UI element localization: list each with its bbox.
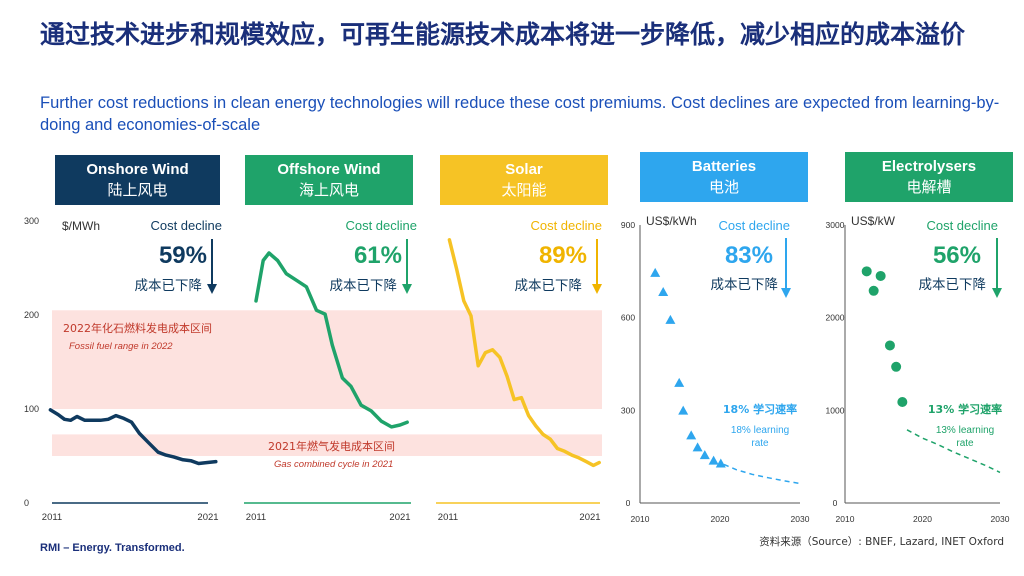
band-gas: [52, 434, 602, 456]
data-point-batteries: [699, 450, 710, 460]
cost-decline-pct-onshore: 59%: [159, 242, 207, 269]
y-tick-label: 2000: [826, 313, 845, 323]
decline-arrow-head-electrolysers: [992, 288, 1002, 298]
header-solar-en: Solar: [505, 161, 543, 178]
y-tick-label: 0: [24, 498, 29, 508]
footer-source: 资料来源（Source）: BNEF, Lazard, INET Oxford: [759, 536, 1004, 548]
header-onshore-zh: 陆上风电: [107, 181, 168, 199]
learning-rate-zh-batteries: 18% 学习速率: [723, 402, 797, 416]
x-tick-label: 2030: [991, 514, 1010, 524]
x-tick-label: 2011: [42, 512, 62, 523]
footer-brand: RMI – Energy. Transformed.: [40, 542, 185, 554]
data-point-batteries: [674, 377, 685, 387]
page-subtitle: Further cost reductions in clean energy …: [40, 94, 1000, 134]
data-point-batteries: [678, 405, 689, 415]
y-tick-label: 1000: [826, 405, 845, 415]
header-offshore-wind: Offshore Wind 海上风电: [245, 155, 413, 205]
band-gas-label-zh: 2021年燃气发电成本区间: [268, 439, 395, 453]
data-point-electrolysers: [891, 361, 902, 372]
data-point-electrolysers: [875, 270, 886, 281]
learning-rate-en-batteries: 18% learning: [731, 425, 789, 436]
cost-decline-label-onshore: Cost decline: [150, 218, 222, 233]
band-fossil-label-zh: 2022年化石燃料发电成本区间: [63, 321, 212, 335]
cost-decline-pct-offshore: 61%: [354, 242, 402, 269]
y-tick-label: 900: [621, 220, 635, 230]
header-onshore-en: Onshore Wind: [86, 161, 189, 178]
cost-decline-pct-solar: 89%: [539, 242, 587, 269]
cost-decline-zh-onshore: 成本已下降: [135, 278, 203, 294]
x-tick-label: 2030: [791, 514, 810, 524]
x-tick-label: 2011: [246, 512, 266, 523]
y-tick-label: 200: [24, 310, 39, 320]
data-point-batteries: [715, 458, 726, 468]
cost-decline-zh-offshore: 成本已下降: [330, 278, 398, 294]
header-solar: Solar 太阳能: [440, 155, 608, 205]
header-electrolysers-en: Electrolysers: [881, 158, 977, 175]
header-solar-zh: 太阳能: [501, 181, 547, 199]
cost-decline-label-batteries: Cost decline: [718, 218, 790, 233]
decline-arrow-head-solar: [592, 284, 602, 294]
header-batteries-en: Batteries: [691, 158, 757, 175]
learning-rate-en2-batteries: rate: [751, 438, 769, 449]
series-line-solar: [447, 238, 601, 468]
y-tick-label: 300: [24, 216, 39, 226]
data-point-batteries: [708, 455, 719, 465]
cost-decline-label-electrolysers: Cost decline: [926, 218, 998, 233]
header-electrolysers: Electrolysers 电解槽: [845, 152, 1013, 202]
page-title: 通过技术进步和规模效应，可再生能源技术成本将进一步降低，减少相应的成本溢价: [40, 20, 966, 49]
forecast-line-batteries: [723, 463, 801, 485]
forecast-line-electrolysers: [906, 429, 1001, 474]
cost-decline-zh-batteries: 成本已下降: [711, 277, 779, 293]
cost-decline-pct-electrolysers: 56%: [933, 242, 981, 269]
y-tick-label: 300: [621, 405, 635, 415]
data-point-electrolysers: [861, 266, 872, 277]
data-point-electrolysers: [884, 340, 895, 351]
band-gas-label-en: Gas combined cycle in 2021: [274, 459, 393, 470]
x-tick-label: 2011: [438, 512, 458, 523]
decline-arrow-head-offshore: [402, 284, 412, 294]
header-electrolysers-zh: 电解槽: [906, 178, 952, 196]
data-point-batteries: [692, 442, 703, 452]
x-tick-label: 2020: [711, 514, 730, 524]
unit-label-onshore: $/MWh: [62, 219, 100, 233]
header-offshore-zh: 海上风电: [298, 181, 359, 199]
y-tick-label: 600: [621, 313, 635, 323]
decline-arrow-head-onshore: [207, 284, 217, 294]
y-tick-label: 0: [833, 498, 838, 508]
x-tick-label: 2021: [197, 512, 218, 523]
data-point-electrolysers: [897, 396, 908, 407]
cost-decline-zh-electrolysers: 成本已下降: [919, 277, 987, 293]
data-point-batteries: [665, 314, 676, 324]
x-tick-label: 2010: [836, 514, 855, 524]
x-tick-label: 2010: [631, 514, 650, 524]
x-tick-label: 2020: [913, 514, 932, 524]
decline-arrow-head-batteries: [781, 288, 791, 298]
series-line-onshore: [48, 408, 218, 466]
x-tick-label: 2021: [389, 512, 410, 523]
y-tick-label: 0: [626, 498, 631, 508]
y-tick-label: 100: [24, 404, 39, 414]
learning-rate-zh-electrolysers: 13% 学习速率: [928, 402, 1002, 416]
data-point-batteries: [650, 267, 661, 277]
header-batteries: Batteries 电池: [640, 152, 808, 202]
band-fossil-label-en: Fossil fuel range in 2022: [69, 341, 173, 352]
learning-rate-en-electrolysers: 13% learning: [936, 425, 994, 436]
unit-label-batteries: US$/kWh: [646, 214, 697, 228]
header-onshore-wind: Onshore Wind 陆上风电: [55, 155, 220, 205]
cost-decline-zh-solar: 成本已下降: [515, 278, 583, 294]
data-point-batteries: [686, 430, 697, 440]
cost-decline-label-offshore: Cost decline: [345, 218, 417, 233]
cost-decline-pct-batteries: 83%: [725, 242, 773, 269]
data-point-electrolysers: [868, 285, 879, 296]
cost-decline-label-solar: Cost decline: [530, 218, 602, 233]
data-point-batteries: [658, 287, 669, 297]
header-batteries-zh: 电池: [708, 178, 739, 196]
learning-rate-en2-electrolysers: rate: [956, 438, 974, 449]
series-line-offshore: [254, 251, 409, 429]
x-tick-label: 2021: [579, 512, 600, 523]
header-offshore-en: Offshore Wind: [277, 161, 381, 178]
y-tick-label: 3000: [826, 220, 845, 230]
unit-label-electrolysers: US$/kW: [851, 214, 896, 228]
